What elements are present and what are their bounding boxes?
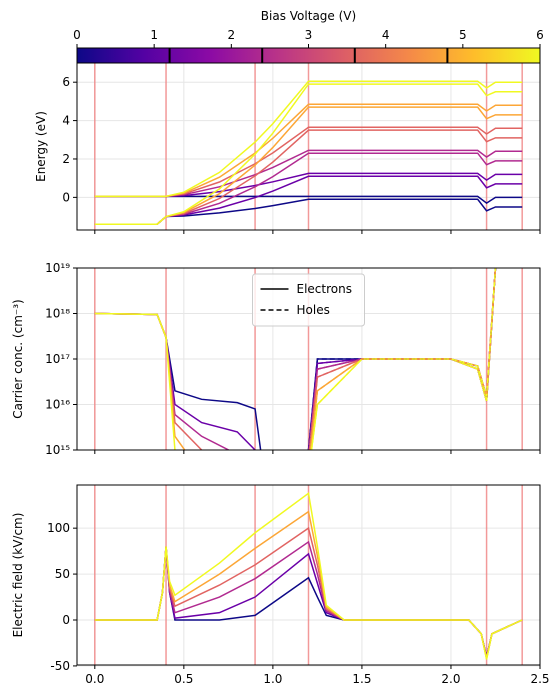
series-line	[94, 491, 523, 660]
plot-area	[94, 485, 523, 665]
series-line	[94, 268, 497, 450]
axes-frame	[76, 62, 541, 231]
y-tick-label: 10¹⁵	[45, 443, 70, 457]
colorbar-tick-label: 3	[305, 28, 313, 42]
y-tick-label: -50	[50, 659, 70, 673]
colorbar-title: Bias Voltage (V)	[261, 9, 356, 23]
y-tick-label: 2	[62, 152, 70, 166]
y-tick-label: 6	[62, 75, 70, 89]
x-tick-label: 1.0	[263, 672, 282, 686]
y-axis-label: Carrier conc. (cm⁻³)	[11, 299, 25, 418]
legend-box	[252, 273, 365, 327]
y-tick-label: 0	[62, 190, 70, 204]
colorbar	[76, 47, 541, 64]
legend-label: Electrons	[297, 282, 352, 296]
y-tick-label: 10¹⁷	[45, 352, 70, 366]
colorbar-tick-label: 1	[150, 28, 158, 42]
y-axis-label: Electric field (kV/cm)	[11, 513, 25, 638]
plot-area	[94, 63, 523, 230]
colorbar-tick-label: 4	[382, 28, 390, 42]
colorbar-tick-label: 2	[228, 28, 236, 42]
y-tick-label: 100	[47, 521, 70, 535]
y-tick-label: 10¹⁶	[45, 398, 70, 412]
x-tick-label: 0.5	[174, 672, 193, 686]
series-line	[94, 80, 523, 198]
colorbar-tick-label: 5	[459, 28, 467, 42]
x-tick-label: 2.5	[530, 672, 549, 686]
y-tick-label: 10¹⁸	[45, 307, 70, 321]
legend-label: Holes	[297, 303, 330, 317]
y-tick-label: 4	[62, 114, 70, 128]
axes-frame	[76, 484, 541, 666]
x-tick-label: 1.5	[352, 672, 371, 686]
series-line	[310, 268, 497, 450]
y-tick-label: 0	[62, 613, 70, 627]
y-tick-label: 10¹⁹	[45, 261, 70, 275]
axes-frame	[76, 267, 541, 451]
series-line	[94, 83, 523, 225]
y-axis-label: Energy (eV)	[34, 111, 48, 182]
colorbar-tick-label: 0	[73, 28, 81, 42]
x-tick-label: 0.0	[85, 672, 104, 686]
y-tick-label: 50	[55, 567, 70, 581]
x-tick-label: 2.0	[441, 672, 460, 686]
colorbar-tick-label: 6	[536, 28, 544, 42]
